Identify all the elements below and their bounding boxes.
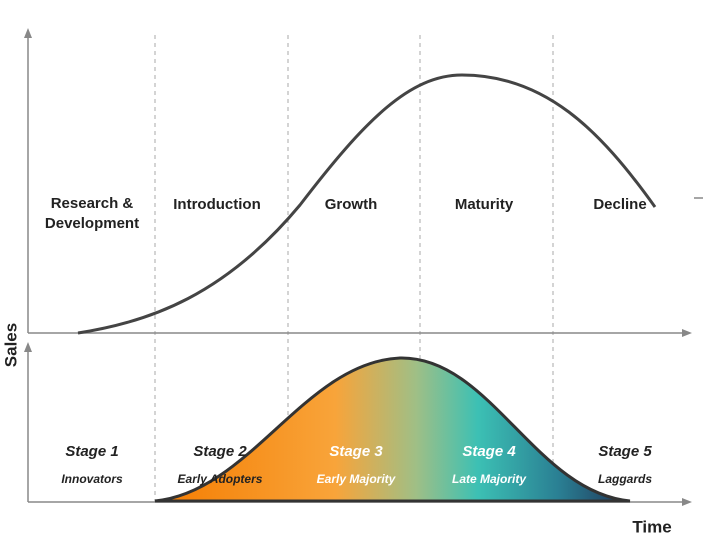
stage-title: Stage 3 (329, 443, 383, 460)
y-axis-label: Sales (1, 323, 20, 367)
stage-title: Stage 5 (598, 443, 652, 460)
labels: Research & Development Introduction Growth M… (45, 195, 652, 486)
stage-title: Stage 1 (65, 443, 118, 460)
phase-label: Decline (593, 196, 646, 213)
stage-group: Early Majority (317, 472, 397, 486)
phase-label: Maturity (455, 196, 514, 213)
stage-group: Early Adopters (178, 472, 263, 486)
stage-title: Stage 2 (193, 443, 247, 460)
phase-label: Introduction (173, 196, 260, 213)
stage-group: Innovators (61, 472, 123, 486)
dividers (154, 35, 554, 502)
adoption-curve (154, 356, 631, 503)
stage-group: Laggards (598, 472, 652, 486)
x-axis-label: Time (632, 517, 671, 536)
phase-label: Research & Development (45, 195, 139, 232)
stage-title: Stage 4 (462, 443, 516, 460)
phase-label: Growth (325, 196, 378, 213)
stage-group: Late Majority (452, 472, 527, 486)
sales-curve (77, 73, 657, 335)
